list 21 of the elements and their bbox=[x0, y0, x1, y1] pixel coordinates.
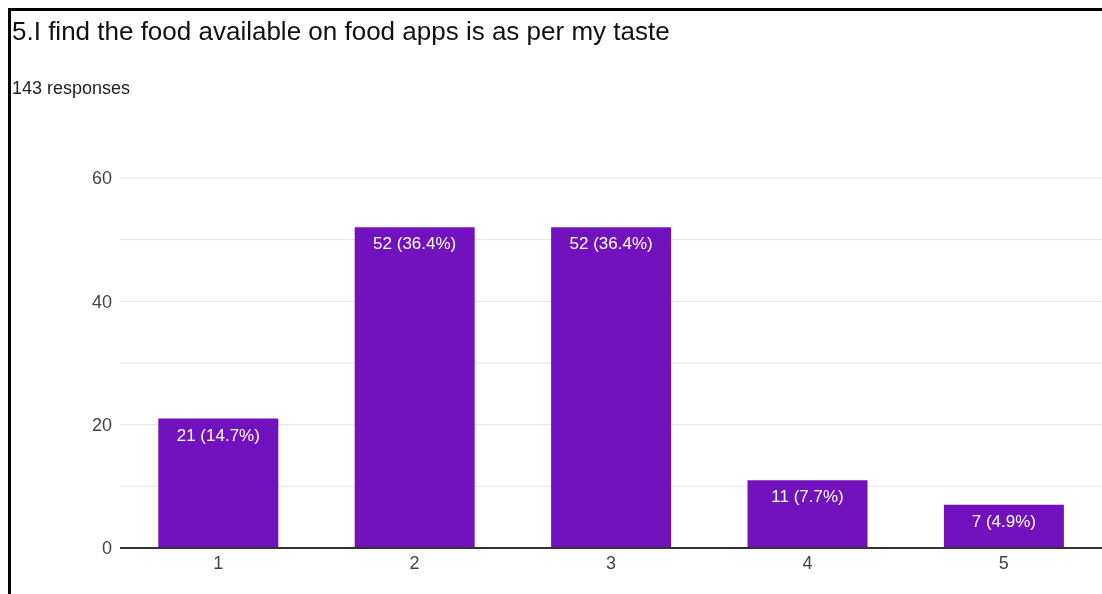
x-tick-label: 4 bbox=[802, 552, 813, 573]
y-tick-label: 0 bbox=[101, 538, 112, 559]
bar bbox=[943, 504, 1064, 548]
y-tick-label: 20 bbox=[91, 415, 112, 436]
bar bbox=[158, 418, 279, 548]
y-tick-label: 40 bbox=[91, 291, 112, 312]
x-tick-label: 5 bbox=[998, 552, 1009, 573]
bar bbox=[551, 227, 672, 548]
bar bbox=[354, 227, 475, 548]
y-tick-label: 60 bbox=[91, 168, 112, 189]
chart-title: 5.I find the food available on food apps is as per my taste bbox=[12, 16, 670, 47]
chart-subtitle: 143 responses bbox=[12, 78, 131, 99]
x-tick-label: 1 bbox=[213, 552, 224, 573]
bar bbox=[747, 480, 868, 548]
data-label: 52 (36.4%) bbox=[373, 234, 457, 254]
x-tick-label: 2 bbox=[409, 552, 420, 573]
data-label: 11 (7.7%) bbox=[771, 487, 844, 507]
data-label: 21 (14.7%) bbox=[176, 425, 260, 445]
x-tick-label: 3 bbox=[605, 552, 617, 573]
data-label: 7 (4.9%) bbox=[971, 511, 1037, 531]
data-label: 52 (36.4%) bbox=[569, 234, 653, 254]
